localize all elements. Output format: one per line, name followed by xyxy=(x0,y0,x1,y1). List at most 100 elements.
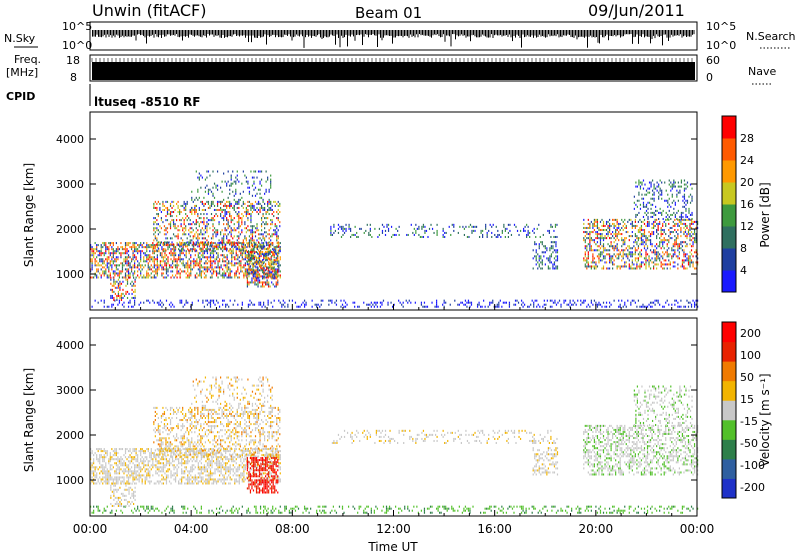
echo-cell xyxy=(639,263,641,266)
echo-cell xyxy=(260,184,263,187)
echo-cell xyxy=(248,281,250,284)
echo-cell xyxy=(647,217,649,220)
echo-cell xyxy=(554,223,557,226)
echo-cell xyxy=(679,215,681,218)
echo-cell xyxy=(156,254,158,257)
nsky-bar xyxy=(578,30,579,38)
nsky-bar xyxy=(564,30,566,36)
echo-cell xyxy=(659,253,661,256)
echo-cell xyxy=(203,221,205,224)
echo-cell xyxy=(407,233,409,236)
echo-cell xyxy=(189,249,191,252)
echo-cell xyxy=(111,284,113,287)
echo-cell xyxy=(255,283,258,286)
echo-cell xyxy=(659,257,661,260)
echo-cell xyxy=(657,299,659,302)
echo-cell xyxy=(250,206,252,209)
echo-cell xyxy=(254,235,257,238)
ytick-label: 3000 xyxy=(56,178,84,191)
nsky-bar xyxy=(171,30,173,36)
echo-cell xyxy=(550,255,553,258)
echo-cell xyxy=(106,274,108,277)
echo-cell xyxy=(642,215,645,218)
echo-cell xyxy=(262,208,264,211)
echo-cell xyxy=(253,170,255,173)
echo-cell xyxy=(667,193,669,196)
echo-cell xyxy=(621,299,623,302)
echo-cell xyxy=(317,303,319,306)
echo-cell xyxy=(254,227,257,230)
echo-cell xyxy=(267,301,269,304)
echo-cell xyxy=(451,223,453,226)
echo-cell xyxy=(649,235,652,238)
echo-cell xyxy=(273,266,275,269)
echo-cell xyxy=(130,268,133,271)
echo-cell xyxy=(605,301,608,304)
echo-cell xyxy=(258,253,261,256)
echo-cell xyxy=(152,250,154,253)
echo-cell xyxy=(126,244,128,247)
echo-cell xyxy=(118,270,121,273)
nsky-bar xyxy=(255,30,257,38)
echo-cell xyxy=(666,243,668,246)
echo-cell xyxy=(103,266,105,269)
echo-cell xyxy=(672,224,674,227)
echo-cell xyxy=(648,224,650,227)
echo-cell xyxy=(270,182,272,185)
echo-cell xyxy=(498,301,500,304)
echo-cell xyxy=(222,258,224,261)
echo-cell xyxy=(209,248,212,251)
echo-cell xyxy=(143,246,145,249)
nsky-bar xyxy=(432,30,434,36)
echo-cell xyxy=(675,299,677,302)
echo-cell xyxy=(91,472,93,475)
echo-cell xyxy=(252,273,255,276)
echo-cell xyxy=(204,202,207,205)
echo-cell xyxy=(619,222,621,225)
echo-cell xyxy=(194,198,196,201)
echo-cell xyxy=(117,258,119,261)
nsky-bar xyxy=(419,30,420,35)
echo-cell xyxy=(203,250,206,253)
nsky-spike xyxy=(654,30,656,39)
echo-cell xyxy=(235,272,237,275)
echo-cell xyxy=(193,262,195,265)
echo-cell xyxy=(697,222,699,225)
echo-cell xyxy=(381,229,384,232)
echo-cell xyxy=(116,294,118,297)
echo-cell xyxy=(237,268,239,271)
echo-cell xyxy=(584,263,586,266)
echo-cell xyxy=(277,257,279,260)
nsky-bar xyxy=(479,30,480,38)
echo-cell xyxy=(144,252,146,255)
nsky-bar xyxy=(165,30,167,37)
echo-cell xyxy=(111,288,113,291)
echo-cell xyxy=(670,213,672,216)
echo-cell xyxy=(206,221,208,224)
echo-cell xyxy=(643,247,646,250)
echo-cell xyxy=(260,285,262,288)
echo-cell xyxy=(686,215,689,218)
echo-cell xyxy=(180,219,182,222)
echo-cell xyxy=(662,209,664,212)
echo-cell xyxy=(254,277,256,280)
echo-cell xyxy=(532,249,534,252)
echo-cell xyxy=(394,233,396,236)
echo-cell xyxy=(91,480,93,483)
echo-cell xyxy=(689,235,691,238)
nsky-bar xyxy=(294,30,296,37)
nsky-spike xyxy=(339,30,341,48)
nsky-spike xyxy=(381,30,383,41)
echo-cell xyxy=(178,256,180,259)
echo-cell xyxy=(267,303,269,306)
echo-cell xyxy=(522,301,524,304)
echo-cell xyxy=(91,264,93,267)
echo-cell xyxy=(248,257,250,260)
nsky-bar xyxy=(104,30,105,35)
echo-cell xyxy=(109,254,111,257)
echo-cell xyxy=(103,272,105,275)
echo-cell xyxy=(161,268,163,271)
echo-cell xyxy=(610,257,612,260)
echo-cell xyxy=(147,268,149,271)
echo-cell xyxy=(340,299,342,302)
